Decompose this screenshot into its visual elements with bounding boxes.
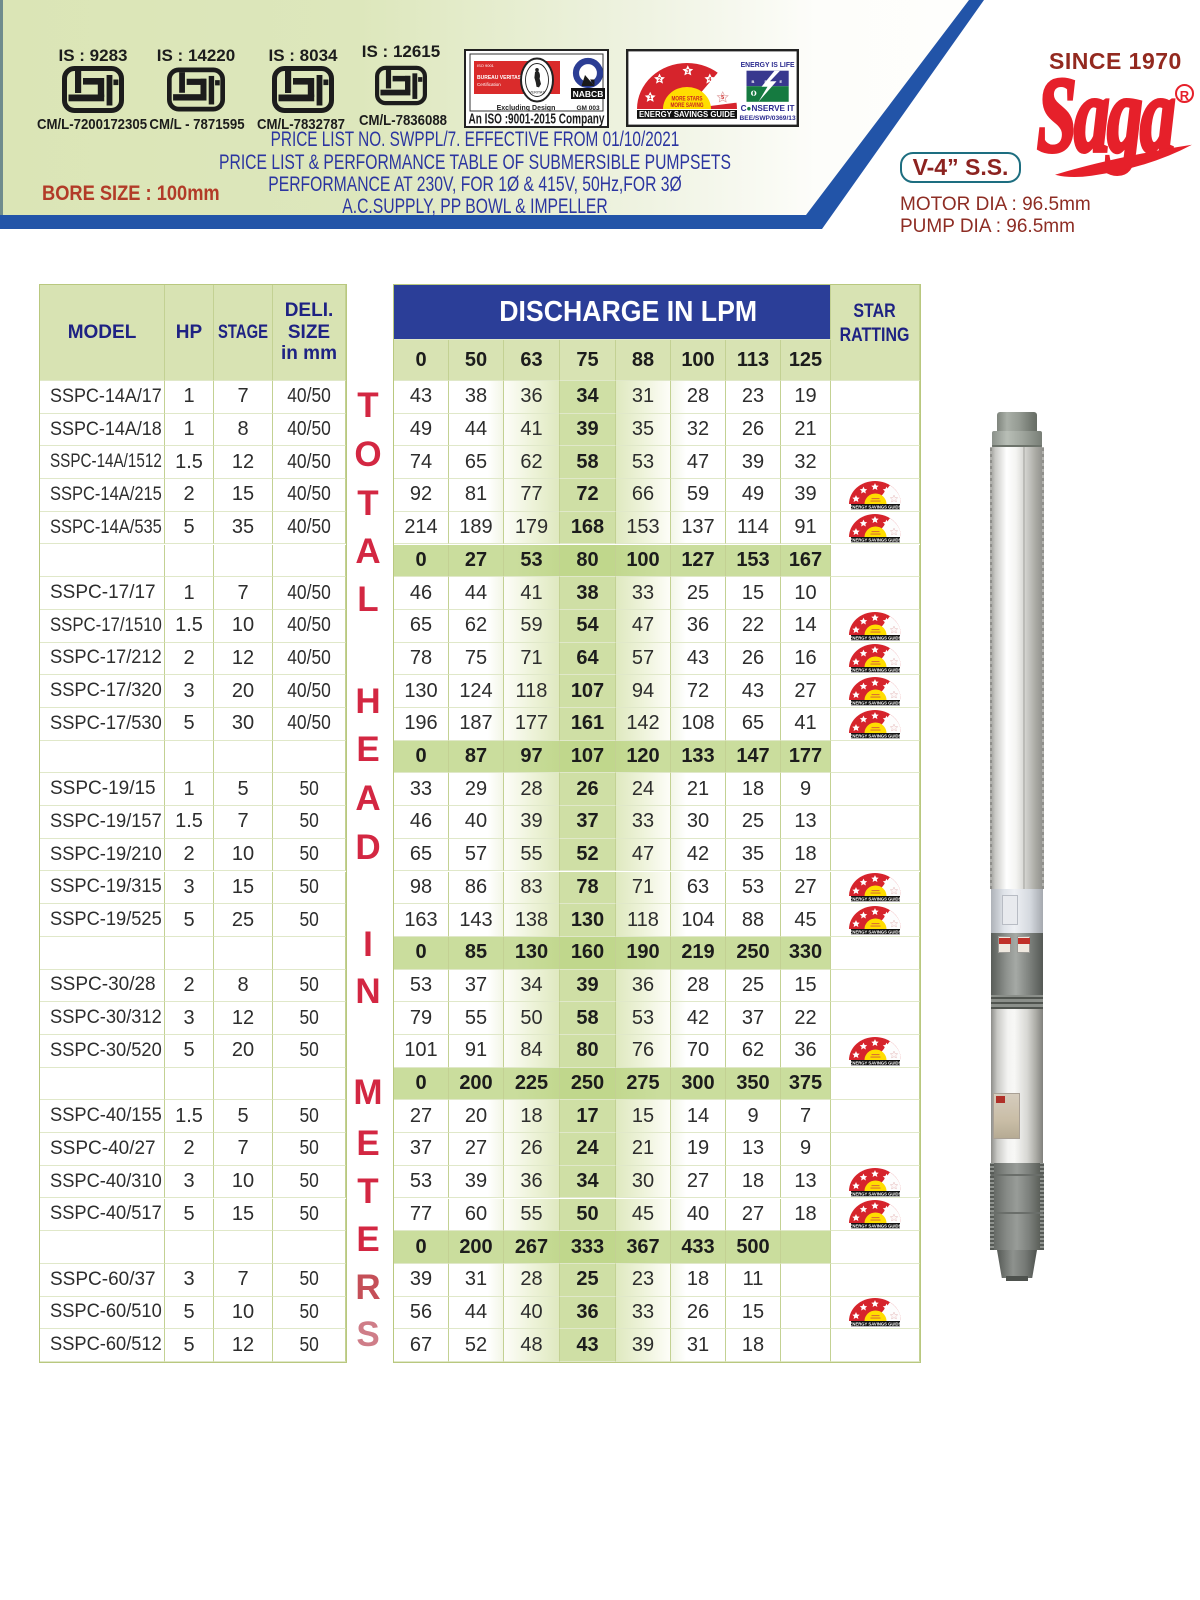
svg-text:ENERGY SAVINGS GUIDE: ENERGY SAVINGS GUIDE <box>639 110 735 119</box>
svg-text:2: 2 <box>658 77 661 83</box>
svg-text:BUREAU VERITAS: BUREAU VERITAS <box>477 75 522 81</box>
svg-text:MORE STARS: MORE STARS <box>672 97 703 103</box>
svg-text:NABCB: NABCB <box>573 89 604 99</box>
svg-text:3: 3 <box>686 69 689 75</box>
svg-text:Excluding Design: Excluding Design <box>497 105 556 112</box>
svg-text:ENERGY SAVINGS GUIDE: ENERGY SAVINGS GUIDE <box>850 537 902 542</box>
svg-text:ENERGY SAVINGS GUIDE: ENERGY SAVINGS GUIDE <box>850 668 902 673</box>
svg-text:ENERGY SAVINGS GUIDE: ENERGY SAVINGS GUIDE <box>850 1322 902 1327</box>
svg-text:ENERGY SAVINGS GUIDE: ENERGY SAVINGS GUIDE <box>850 701 902 706</box>
svg-text:4: 4 <box>708 77 712 83</box>
svg-text:ENERGY SAVINGS GUIDE: ENERGY SAVINGS GUIDE <box>850 897 902 902</box>
svg-text:ENERGY IS LIFE: ENERGY IS LIFE <box>741 62 795 69</box>
svg-text:C●NSERVE IT: C●NSERVE IT <box>741 104 795 113</box>
svg-text:ENERGY SAVINGS GUIDE: ENERGY SAVINGS GUIDE <box>850 635 902 640</box>
svg-text:E: E <box>780 79 783 84</box>
svg-text:ENERGY SAVINGS GUIDE: ENERGY SAVINGS GUIDE <box>850 733 902 738</box>
svg-text:ISO 9001: ISO 9001 <box>477 63 495 68</box>
svg-text:GM 003: GM 003 <box>576 105 600 112</box>
svg-text:B: B <box>752 79 755 84</box>
svg-text:ENERGY SAVINGS GUIDE: ENERGY SAVINGS GUIDE <box>850 1191 902 1196</box>
svg-text:ENERGY SAVINGS GUIDE: ENERGY SAVINGS GUIDE <box>850 1060 902 1065</box>
svg-text:ENERGY SAVINGS GUIDE: ENERGY SAVINGS GUIDE <box>850 504 902 509</box>
svg-text:ENERGY SAVINGS GUIDE: ENERGY SAVINGS GUIDE <box>850 929 902 934</box>
svg-text:ENERGY SAVINGS GUIDE: ENERGY SAVINGS GUIDE <box>850 1224 902 1229</box>
svg-text:MORE SAVING: MORE SAVING <box>671 103 704 109</box>
svg-text:5: 5 <box>721 95 724 101</box>
svg-text:VERITAS: VERITAS <box>529 91 545 95</box>
svg-text:BEE/SWP/0369/13: BEE/SWP/0369/13 <box>740 115 796 122</box>
svg-text:E: E <box>765 79 768 84</box>
svg-text:1: 1 <box>649 95 652 101</box>
svg-text:Certification: Certification <box>477 82 501 87</box>
svg-text:An ISO :9001-2015 Company: An ISO :9001-2015 Company <box>469 112 605 128</box>
